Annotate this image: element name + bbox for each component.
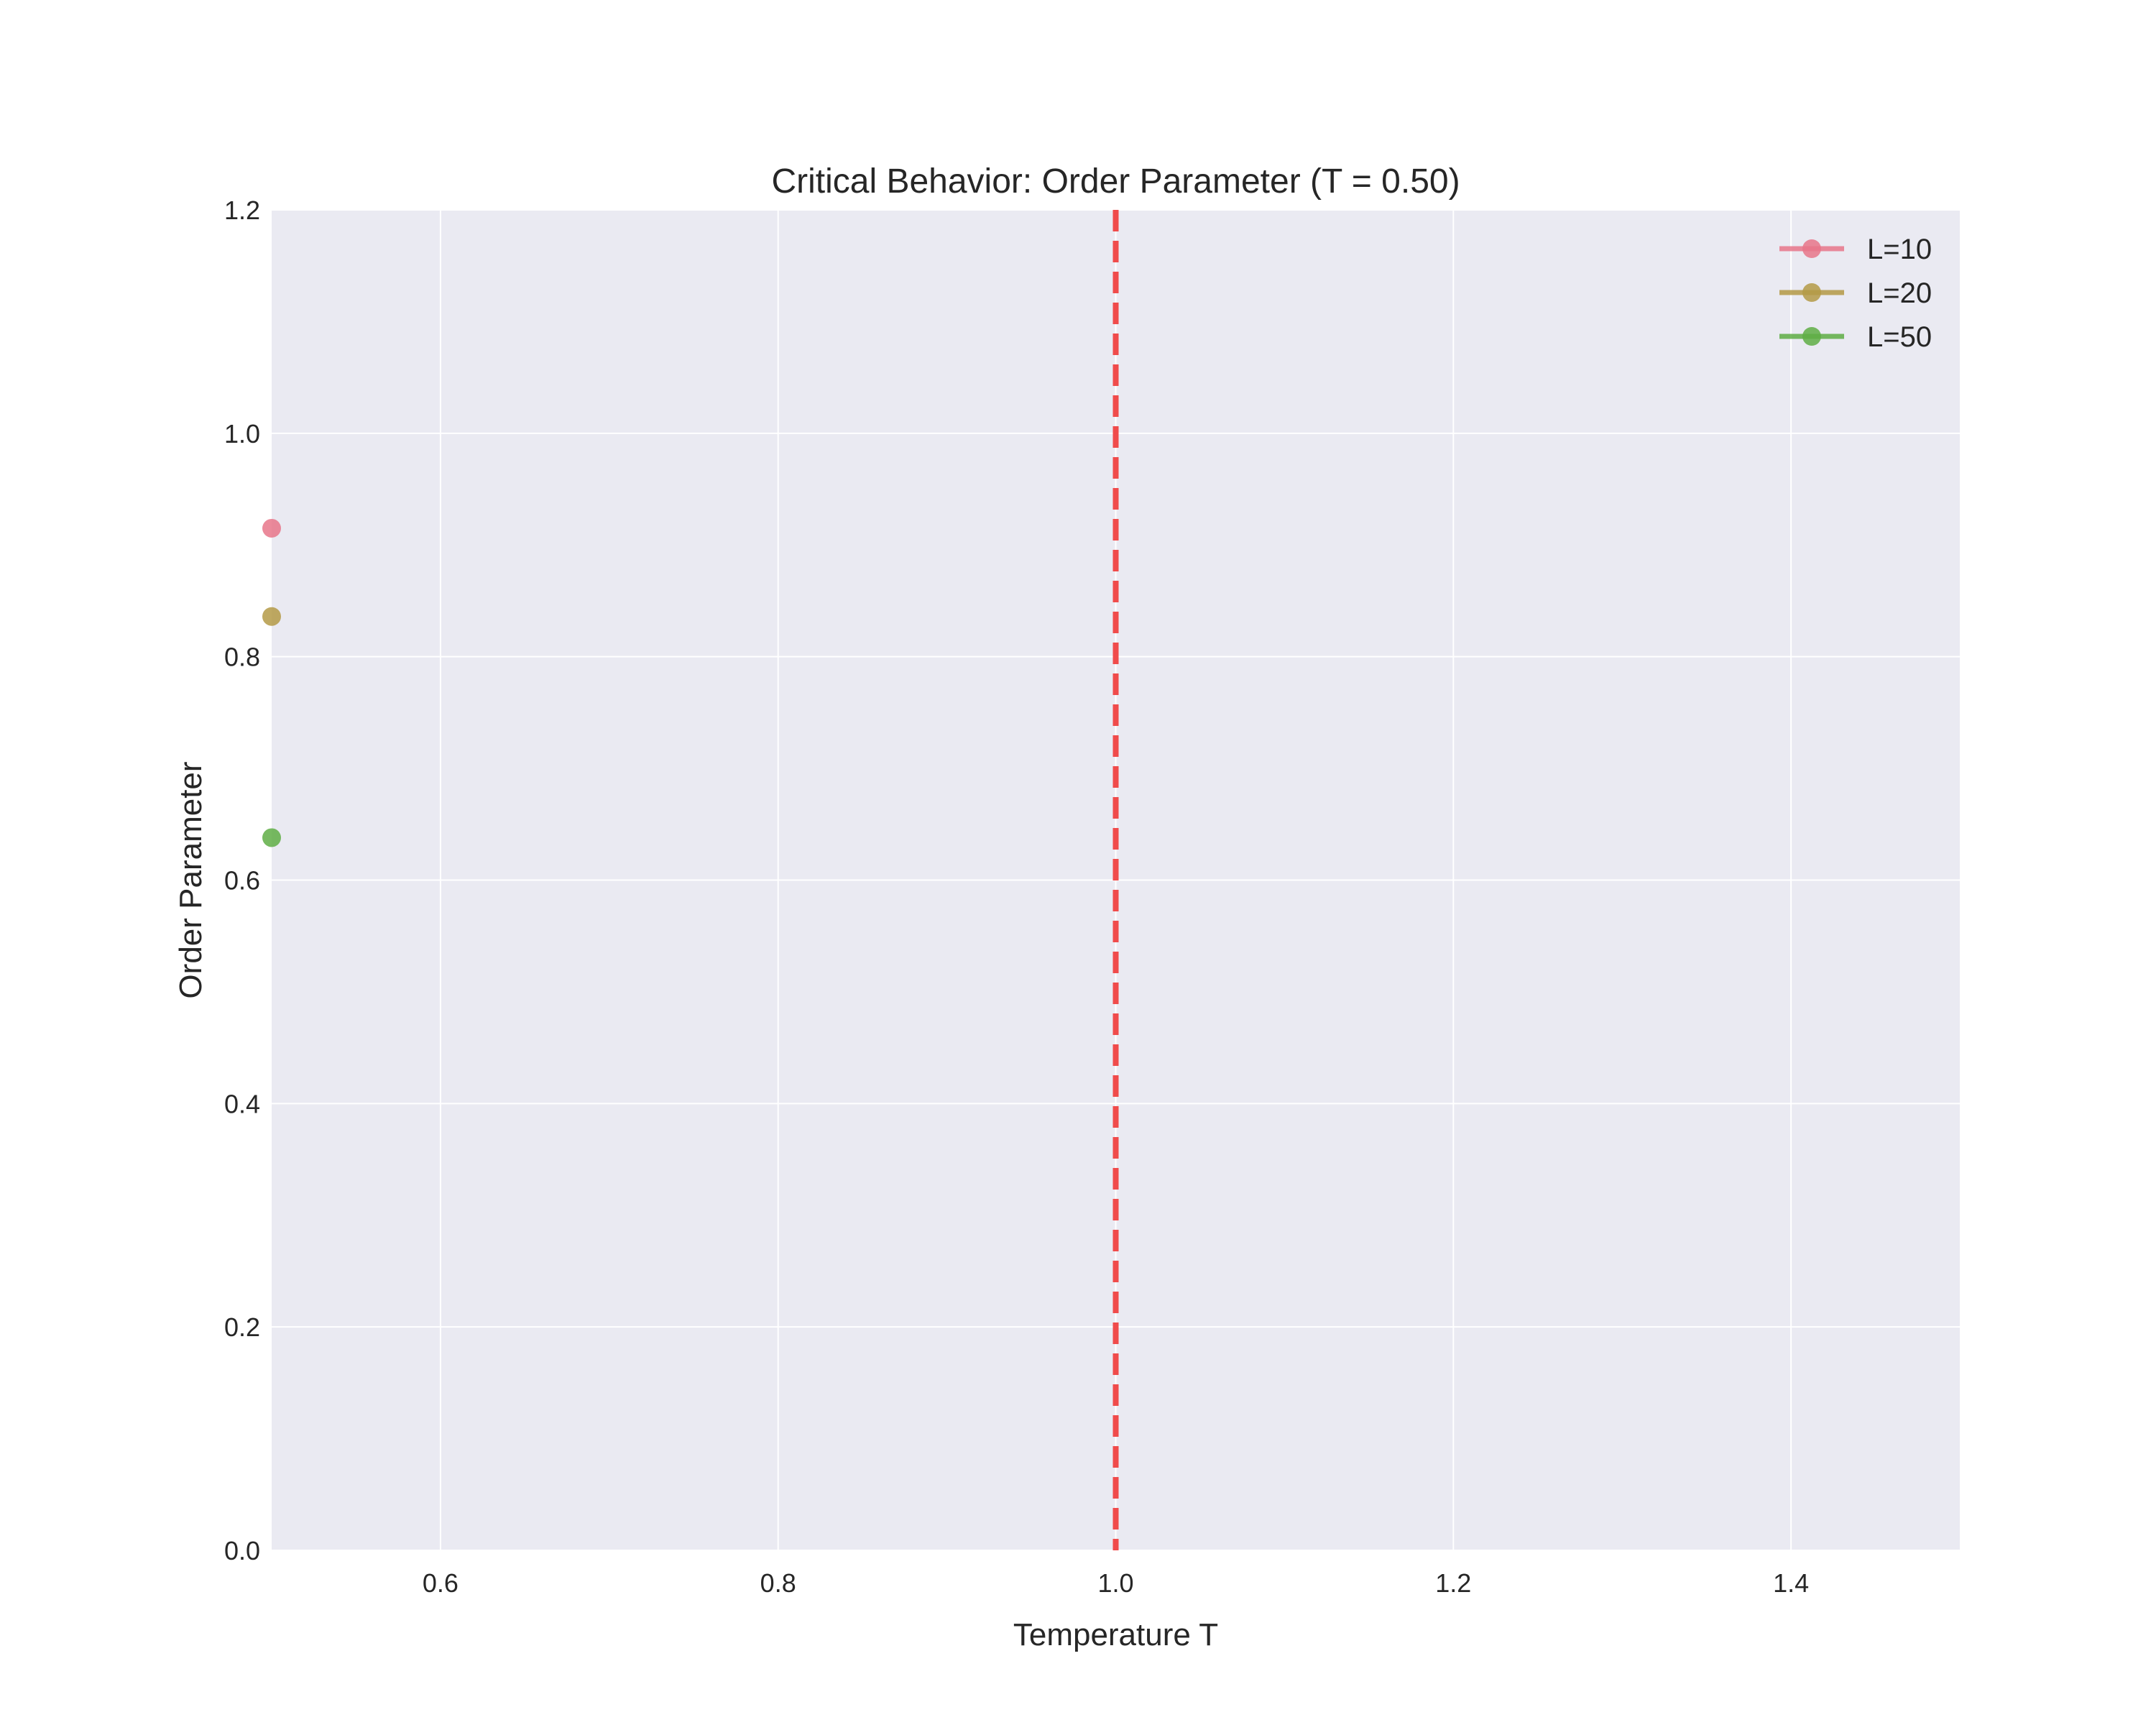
legend-marker (1802, 239, 1821, 258)
y-tick-label: 1.2 (224, 196, 260, 225)
x-tick-label: 1.0 (1097, 1568, 1133, 1598)
x-tick-label: 0.8 (760, 1568, 796, 1598)
data-point (262, 607, 281, 626)
data-point (262, 828, 281, 847)
legend-label: L=50 (1867, 321, 1932, 353)
series-group (262, 518, 281, 847)
legend-item: L=50 (1779, 321, 1932, 353)
x-tick-label: 0.6 (423, 1568, 459, 1598)
legend: L=10 L=20 L=50 (1779, 234, 1932, 353)
y-tick-label: 0.6 (224, 866, 260, 896)
data-point (262, 518, 281, 538)
chart-title: Critical Behavior: Order Parameter (T = … (771, 162, 1460, 201)
legend-item: L=20 (1779, 277, 1932, 309)
legend-label: L=10 (1867, 234, 1932, 265)
legend-label: L=20 (1867, 277, 1932, 309)
y-tick-label: 0.2 (224, 1312, 260, 1342)
y-tick-label: 0.8 (224, 643, 260, 672)
x-axis-title: Temperature T (1013, 1617, 1218, 1652)
ticks: 0.6 0.8 1.0 1.2 1.4 0.0 0.2 0.4 0.6 0.8 1.0 1.2 (224, 196, 1809, 1598)
x-tick-label: 1.4 (1773, 1568, 1809, 1598)
legend-marker (1802, 327, 1821, 346)
x-tick-label: 1.2 (1435, 1568, 1471, 1598)
y-tick-label: 0.0 (224, 1536, 260, 1565)
y-tick-label: 0.4 (224, 1089, 260, 1118)
y-tick-label: 1.0 (224, 419, 260, 448)
legend-item: L=10 (1779, 234, 1932, 265)
legend-marker (1802, 283, 1821, 302)
y-axis-title: Order Parameter (173, 761, 208, 998)
